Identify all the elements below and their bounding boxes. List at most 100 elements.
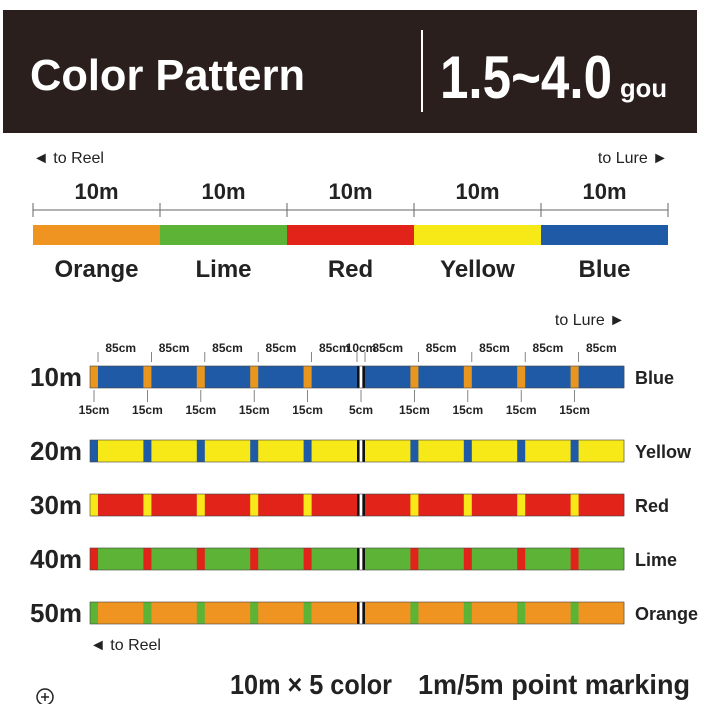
line-section xyxy=(151,548,198,570)
header-title: Color Pattern xyxy=(30,51,305,100)
segment-name: Orange xyxy=(54,256,138,283)
line-section xyxy=(258,440,304,462)
meter-mark xyxy=(90,366,99,388)
header-size: 1.5~4.0 xyxy=(440,44,612,111)
bottom-length-label: 15cm xyxy=(292,403,323,417)
top-length-label: 85cm xyxy=(479,341,510,355)
line-section xyxy=(525,366,571,388)
center-mark xyxy=(362,548,366,570)
meter-mark xyxy=(570,366,579,388)
line-section xyxy=(365,440,411,462)
segment-name: Yellow xyxy=(440,256,515,283)
top-length-label: 85cm xyxy=(319,341,350,355)
bottom-length-label: 15cm xyxy=(79,403,110,417)
meter-mark xyxy=(143,366,152,388)
center-mark xyxy=(362,602,366,624)
meter-mark xyxy=(90,548,99,570)
meter-mark xyxy=(196,440,206,462)
center-mark xyxy=(357,366,360,388)
to-reel-label: ◄ to Reel xyxy=(33,150,104,167)
bar-outline xyxy=(89,601,625,625)
bar-outline xyxy=(89,493,625,517)
line-section xyxy=(578,494,625,516)
line-section xyxy=(258,602,304,624)
meter-mark xyxy=(303,366,312,388)
line-section xyxy=(258,494,304,516)
center-mark xyxy=(357,602,360,624)
line-section xyxy=(151,440,198,462)
meter-mark xyxy=(517,494,526,516)
top-length-label: 85cm xyxy=(426,341,457,355)
line-section xyxy=(525,602,571,624)
row-label: 10m xyxy=(30,362,82,392)
zoom-icon[interactable] xyxy=(36,688,54,704)
meter-mark xyxy=(570,440,579,462)
top-length-label: 85cm xyxy=(105,341,136,355)
segment-length: 10m xyxy=(201,179,245,204)
meter-mark xyxy=(410,440,419,462)
segment-length: 10m xyxy=(74,179,118,204)
segment-length: 10m xyxy=(455,179,499,204)
line-section xyxy=(98,602,144,624)
meter-mark xyxy=(250,366,259,388)
meter-mark xyxy=(463,440,473,462)
meter-mark xyxy=(410,494,419,516)
meter-mark xyxy=(143,440,152,462)
meter-mark xyxy=(463,366,473,388)
bar-outline xyxy=(89,365,625,389)
line-section xyxy=(204,440,251,462)
top-length-label: 85cm xyxy=(372,341,403,355)
line-section xyxy=(151,494,198,516)
row-color-name: Red xyxy=(635,496,669,516)
line-section xyxy=(471,548,518,570)
top-length-label: 85cm xyxy=(266,341,297,355)
line-section xyxy=(151,602,198,624)
line-section xyxy=(471,366,518,388)
line-section xyxy=(418,494,465,516)
meter-mark xyxy=(250,602,259,624)
line-section xyxy=(471,440,518,462)
top-length-label: 85cm xyxy=(212,341,243,355)
meter-mark xyxy=(303,440,312,462)
meter-mark xyxy=(517,440,526,462)
line-section xyxy=(204,548,251,570)
center-mark xyxy=(359,440,363,462)
line-section xyxy=(418,602,465,624)
line-section xyxy=(365,602,411,624)
row-label: 50m xyxy=(30,598,82,628)
detail: 10m Blue 20m Yellow 30m Red 40m Lime 50m Orange 85… xyxy=(30,341,698,628)
line-section xyxy=(525,440,571,462)
top-length-label: 85cm xyxy=(533,341,564,355)
meter-mark xyxy=(196,548,206,570)
meter-mark xyxy=(196,366,206,388)
footer-marking: 1m/5m point marking xyxy=(418,669,690,700)
row-label: 40m xyxy=(30,544,82,574)
line-section xyxy=(98,440,144,462)
line-section xyxy=(578,602,625,624)
center-mark xyxy=(357,548,360,570)
meter-mark xyxy=(303,602,312,624)
meter-mark xyxy=(90,602,99,624)
segment-bar xyxy=(541,225,668,245)
meter-mark xyxy=(517,366,526,388)
overview: 10m Orange 10m Lime 10m Red 10m Yellow 10m Blue xyxy=(32,179,669,283)
meter-mark xyxy=(570,602,579,624)
meter-mark xyxy=(303,548,312,570)
line-section xyxy=(578,548,625,570)
meter-mark xyxy=(90,440,99,462)
segment-length: 10m xyxy=(328,179,372,204)
bottom-length-label: 5cm xyxy=(349,403,373,417)
line-section xyxy=(471,602,518,624)
bottom-length-label: 15cm xyxy=(239,403,270,417)
segment-bar xyxy=(160,225,287,245)
top-length-label: 85cm xyxy=(586,341,617,355)
segment-bar xyxy=(33,225,160,245)
line-section xyxy=(525,494,571,516)
center-mark xyxy=(362,440,366,462)
segment-length: 10m xyxy=(582,179,626,204)
center-mark xyxy=(357,440,360,462)
line-section xyxy=(311,366,358,388)
center-mark xyxy=(357,494,360,516)
line-section xyxy=(418,366,465,388)
center-mark xyxy=(359,366,363,388)
